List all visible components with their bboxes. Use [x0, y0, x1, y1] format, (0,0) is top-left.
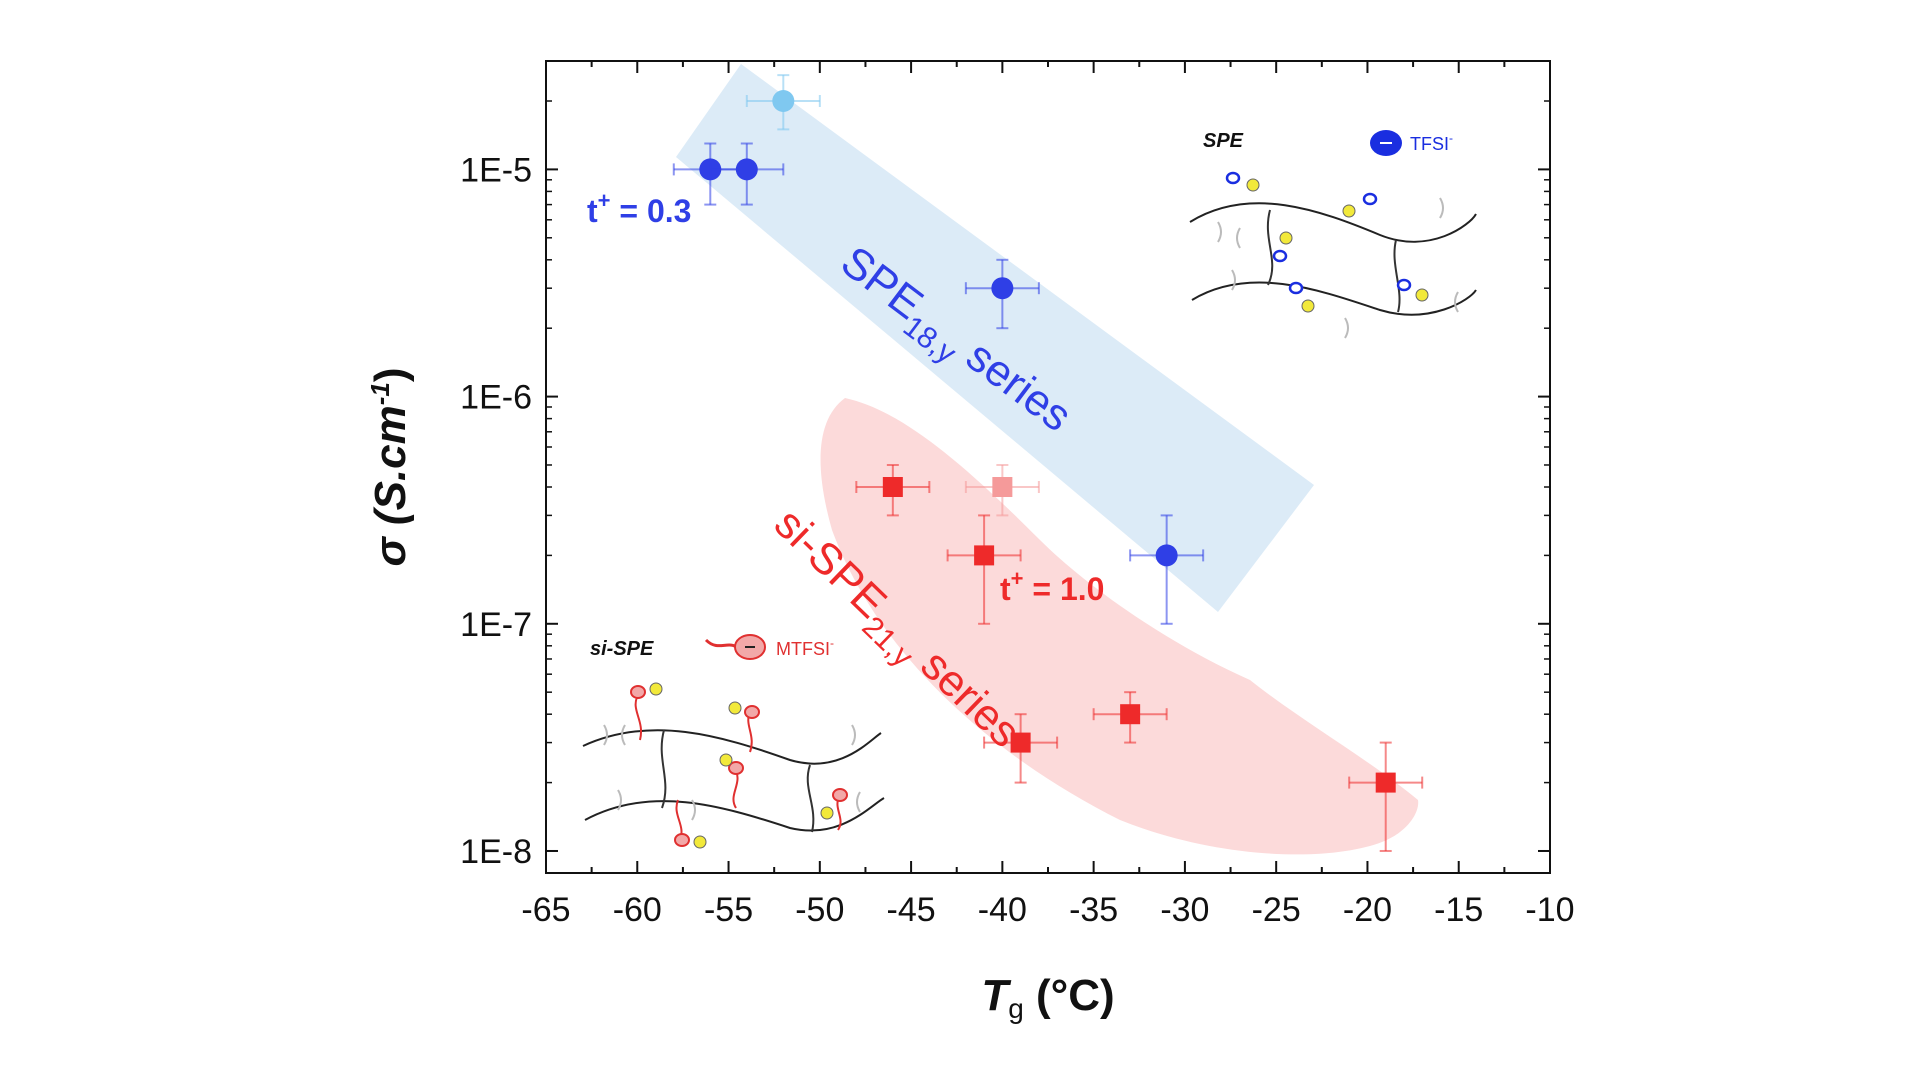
- x-tick-label: -10: [1525, 891, 1574, 929]
- lithium-cation-icons: [1246, 178, 1429, 313]
- spe-inset-title: SPE: [1203, 130, 1244, 152]
- x-tick-label: -40: [978, 891, 1027, 929]
- spe-data-point: [964, 258, 1040, 330]
- y-tick-label: 1E-6: [460, 379, 532, 417]
- tfsi-anion-icons: [1225, 171, 1412, 295]
- x-tick-label: -55: [704, 891, 753, 929]
- square-marker: [1120, 704, 1141, 725]
- y-tick-label: 1E-8: [460, 833, 532, 871]
- y-tick-label: 1E-7: [460, 606, 532, 644]
- sispe-data-point: [964, 463, 1040, 517]
- spe-data-point: [745, 74, 821, 131]
- tplus-spe-label: t+ = 0.3: [587, 188, 691, 229]
- x-tick-label: -60: [613, 891, 662, 929]
- tfsi-legend-label: TFSI-: [1410, 131, 1453, 154]
- y-axis: 1E-5 1E-6 1E-7 1E-8: [460, 100, 1550, 871]
- x-axis-title: Tg (°C): [981, 971, 1114, 1024]
- sispe-data-point: [855, 463, 931, 517]
- circle-marker: [991, 277, 1014, 300]
- y-axis-title: σ (S.cm-1): [365, 367, 415, 566]
- square-marker: [882, 477, 903, 498]
- sispe-data-point: [1092, 691, 1168, 744]
- x-axis: -65 -60 -55 -50 -45 -40 -35 -30 -25 -20 -15 -10: [521, 61, 1575, 929]
- spe-inset: SPE TFSI-: [1189, 130, 1477, 339]
- mtfsi-legend-icon: [734, 634, 766, 660]
- sispe-inset: si-SPE MTFSI-: [582, 634, 885, 849]
- crosslink: [660, 729, 667, 809]
- x-tick-label: -45: [887, 891, 936, 929]
- lithium-cation-icons: [649, 682, 834, 849]
- spe-series-band: [676, 64, 1314, 612]
- square-marker: [992, 477, 1013, 498]
- x-tick-label: -30: [1160, 891, 1209, 929]
- circle-marker: [735, 158, 758, 181]
- data-points: [672, 74, 1424, 852]
- tplus-sispe-label: t+ = 1.0: [1000, 566, 1104, 607]
- square-marker: [1010, 732, 1031, 753]
- polymer-chain: [1189, 202, 1477, 243]
- x-tick-label: -15: [1434, 891, 1483, 929]
- polymer-chain: [584, 797, 885, 832]
- sispe-series-band: [820, 398, 1419, 855]
- polymer-chain: [582, 729, 882, 765]
- square-marker: [974, 545, 995, 566]
- sispe-data-point: [983, 713, 1059, 784]
- square-marker: [1375, 772, 1396, 793]
- y-tick-label: 1E-5: [460, 151, 532, 189]
- mtfsi-legend-label: MTFSI-: [776, 636, 834, 659]
- spe-data-point: [1129, 514, 1205, 625]
- circle-marker: [1155, 544, 1178, 567]
- x-tick-label: -50: [795, 891, 844, 929]
- crosslink: [1393, 239, 1401, 313]
- x-tick-label: -20: [1343, 891, 1392, 929]
- circle-marker: [772, 90, 795, 113]
- sispe-inset-title: si-SPE: [590, 638, 654, 660]
- sispe-data-point: [1348, 741, 1424, 852]
- sispe-data-point: [946, 514, 1022, 625]
- tethered-anion-icons: [630, 685, 848, 847]
- crosslink: [1266, 209, 1274, 286]
- x-tick-label: -65: [521, 891, 570, 929]
- crosslink: [806, 764, 815, 833]
- x-tick-label: -25: [1252, 891, 1301, 929]
- tfsi-legend-icon: [1370, 130, 1402, 156]
- mtfsi-legend-tail: [704, 638, 739, 650]
- x-tick-label: -35: [1069, 891, 1118, 929]
- polymer-chain: [1191, 281, 1477, 316]
- spe-data-point: [709, 142, 785, 206]
